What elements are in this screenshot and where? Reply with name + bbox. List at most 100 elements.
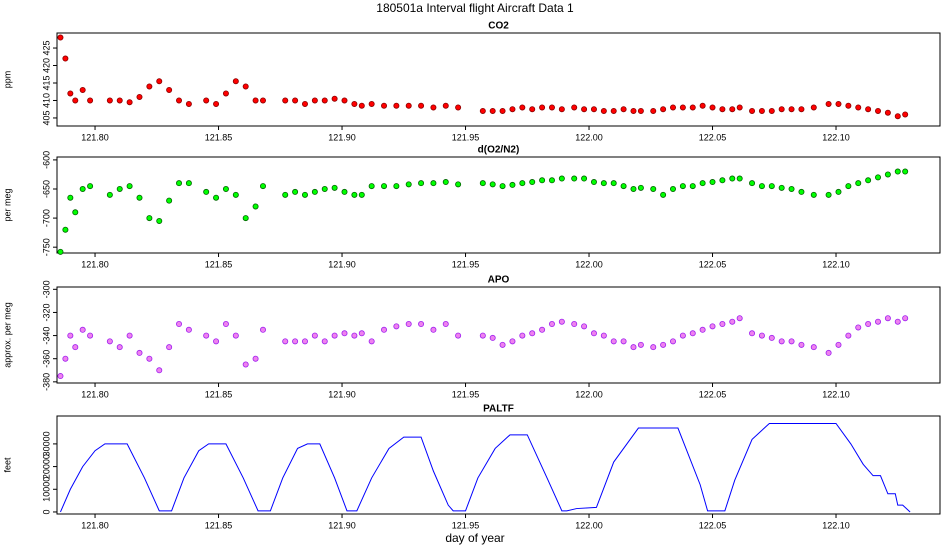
data-point — [351, 191, 358, 198]
data-point — [351, 100, 358, 107]
data-point — [660, 106, 667, 113]
data-point — [600, 107, 607, 114]
data-point — [368, 100, 375, 107]
data-point — [719, 106, 726, 113]
data-point — [709, 323, 716, 330]
y-tick-label: -650 — [41, 180, 51, 198]
data-point — [581, 106, 588, 113]
plot-frame — [56, 32, 941, 127]
data-point — [894, 113, 901, 120]
y-tick-label: 0 — [41, 509, 51, 514]
data-point — [509, 106, 516, 113]
data-point — [736, 315, 743, 322]
panel-title: d(O2/N2) — [478, 145, 520, 156]
data-point — [358, 191, 365, 198]
data-point — [499, 341, 506, 348]
data-point — [736, 175, 743, 182]
data-point — [630, 107, 637, 114]
data-point — [213, 194, 220, 201]
data-point — [185, 326, 192, 333]
data-point — [126, 99, 133, 106]
data-point — [709, 179, 716, 186]
data-point — [637, 341, 644, 348]
data-point — [865, 106, 872, 113]
data-point — [203, 332, 210, 339]
data-point — [825, 100, 832, 107]
x-tick-label: 121.80 — [81, 520, 109, 530]
data-point — [311, 332, 318, 339]
data-point — [368, 338, 375, 345]
y-tick-label: -340 — [41, 327, 51, 345]
data-point — [331, 332, 338, 339]
x-tick-label: 121.85 — [205, 520, 233, 530]
data-point — [176, 321, 183, 328]
data-point — [442, 179, 449, 186]
data-point — [571, 321, 578, 328]
y-tick-label: 405 — [41, 110, 51, 125]
data-point — [79, 326, 86, 333]
x-tick-label: 122.00 — [575, 259, 603, 269]
data-point — [571, 175, 578, 182]
y-tick-label: -700 — [41, 209, 51, 227]
data-point — [810, 104, 817, 111]
data-point — [558, 106, 565, 113]
data-point — [610, 338, 617, 345]
data-point — [242, 361, 249, 368]
data-point — [650, 185, 657, 192]
data-point — [455, 181, 462, 188]
data-point — [176, 180, 183, 187]
x-tick-label: 121.95 — [452, 389, 480, 399]
data-point — [884, 109, 891, 116]
data-point — [232, 191, 239, 198]
data-point — [637, 107, 644, 114]
x-tick-label: 122.05 — [699, 132, 727, 142]
data-point — [798, 341, 805, 348]
data-point — [600, 332, 607, 339]
data-point — [902, 111, 909, 118]
data-point — [418, 321, 425, 328]
data-point — [729, 318, 736, 325]
data-point — [331, 184, 338, 191]
data-point — [548, 177, 555, 184]
x-tick-label: 121.90 — [328, 132, 356, 142]
data-point — [788, 185, 795, 192]
x-tick-label: 122.05 — [699, 520, 727, 530]
data-point — [509, 338, 516, 345]
y-tick-label: -380 — [41, 373, 51, 391]
data-point — [855, 104, 862, 111]
data-line — [60, 422, 911, 513]
data-point — [719, 321, 726, 328]
data-point — [489, 107, 496, 114]
data-point — [405, 102, 412, 109]
data-point — [87, 97, 94, 104]
data-point — [136, 194, 143, 201]
data-point — [855, 324, 862, 331]
data-point — [670, 338, 677, 345]
data-point — [749, 180, 756, 187]
data-point — [509, 181, 516, 188]
data-point — [689, 104, 696, 111]
x-tick-label: 122.05 — [699, 389, 727, 399]
data-point — [519, 180, 526, 187]
data-point — [610, 107, 617, 114]
data-point — [679, 104, 686, 111]
data-point — [884, 171, 891, 178]
data-point — [778, 106, 785, 113]
data-point — [301, 100, 308, 107]
data-point — [232, 78, 239, 85]
x-tick-label: 121.80 — [81, 389, 109, 399]
data-point — [358, 330, 365, 337]
data-point — [57, 34, 64, 41]
data-point — [62, 226, 69, 233]
data-point — [393, 102, 400, 109]
data-point — [670, 104, 677, 111]
data-point — [875, 318, 882, 325]
x-axis-label: day of year — [445, 531, 504, 545]
x-tick-label: 122.00 — [575, 520, 603, 530]
data-point — [301, 338, 308, 345]
x-tick-label: 122.00 — [575, 132, 603, 142]
data-point — [479, 180, 486, 187]
data-point — [176, 97, 183, 104]
y-axis-label: feet — [2, 457, 12, 473]
